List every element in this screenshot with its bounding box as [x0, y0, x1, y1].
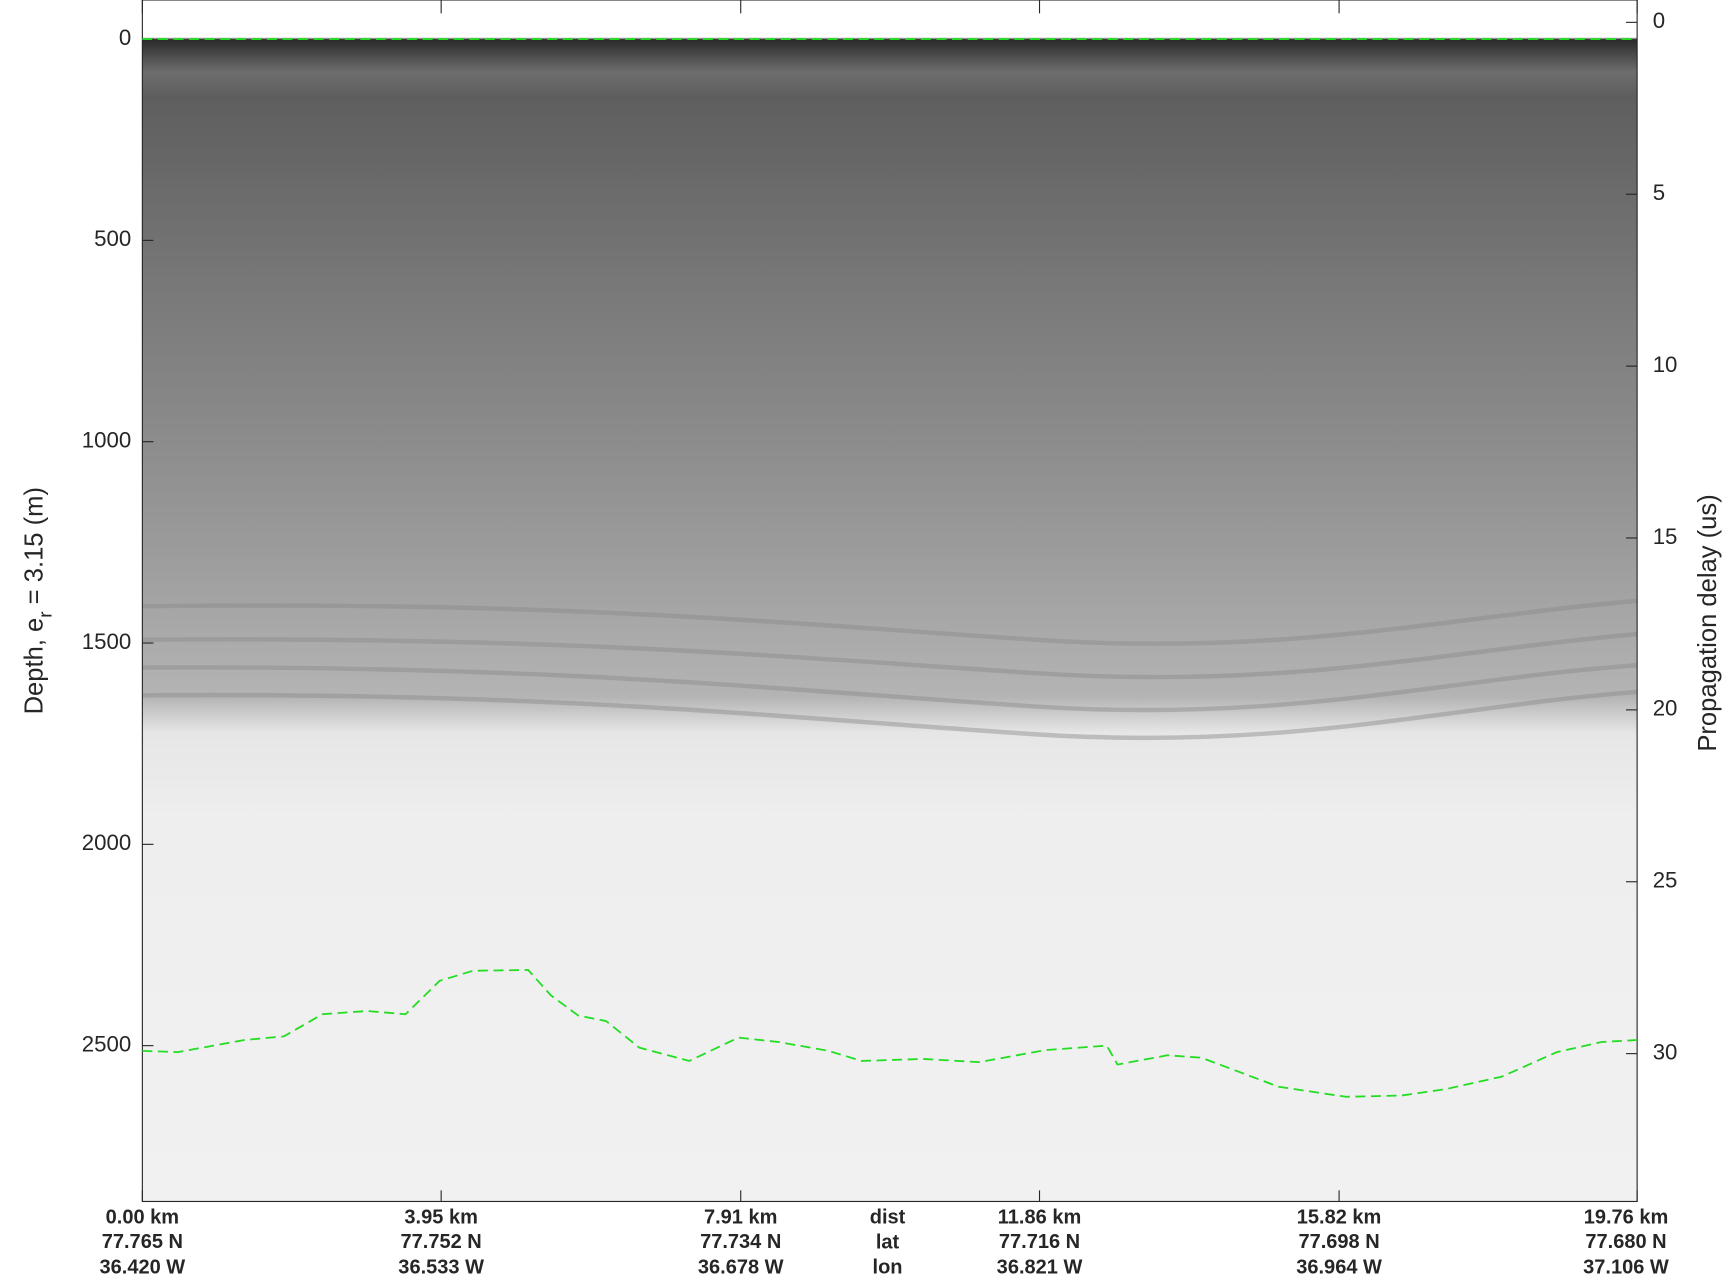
y-label-rest: = 3.15 (m) — [20, 487, 48, 611]
y2-tick-label: 25 — [1653, 868, 1678, 893]
x-tick-label: 3.95 km — [404, 1206, 477, 1228]
lat-label: 77.734 N — [700, 1231, 781, 1253]
lon-label: 37.106 W — [1583, 1256, 1669, 1276]
lon-label: 36.964 W — [1296, 1256, 1382, 1276]
y2-tick-label: 10 — [1653, 352, 1678, 377]
lat-label: 77.698 N — [1298, 1231, 1379, 1253]
lat-label: 77.752 N — [401, 1231, 482, 1253]
y-tick-label: 1000 — [82, 428, 131, 453]
lon-label: 36.420 W — [100, 1256, 186, 1276]
row-label: lon — [873, 1256, 903, 1276]
lat-label: 77.680 N — [1585, 1231, 1666, 1253]
y-axis-label: Depth, er = 3.15 (m) — [20, 487, 56, 714]
y2-tick-label: 15 — [1653, 524, 1678, 549]
y2-tick-label: 0 — [1653, 8, 1665, 33]
y2-tick-label: 20 — [1653, 696, 1678, 721]
lon-label: 36.533 W — [398, 1256, 484, 1276]
x-tick-label: 0.00 km — [106, 1206, 179, 1228]
x-tick-label: 11.86 km — [998, 1206, 1081, 1228]
y-tick-label: 500 — [94, 226, 131, 251]
lon-label: 36.678 W — [698, 1256, 784, 1276]
pick-line — [142, 969, 1638, 1098]
lat-label: 77.765 N — [102, 1231, 183, 1253]
x-tick-label: 7.91 km — [704, 1206, 777, 1228]
y-label-sub: r — [36, 611, 57, 617]
x-tick-label: 15.82 km — [1297, 1206, 1382, 1228]
y2-tick-label: 5 — [1653, 180, 1665, 205]
row-label: lat — [876, 1231, 900, 1253]
row-label: dist — [870, 1206, 906, 1228]
y2-axis-label: Propagation delay (us) — [1694, 494, 1722, 751]
y-tick-label: 1500 — [82, 629, 131, 654]
y-tick-label: 2500 — [82, 1032, 131, 1057]
internal-layers — [142, 598, 1638, 741]
plot-frame — [141, 0, 1638, 1203]
y2-tick-label: 30 — [1653, 1040, 1678, 1065]
y-tick-label: 2000 — [82, 830, 131, 855]
radargram — [142, 0, 1638, 1202]
x-tick-label: 19.76 km — [1584, 1206, 1669, 1228]
lon-label: 36.821 W — [997, 1256, 1083, 1276]
lat-label: 77.716 N — [999, 1231, 1080, 1253]
y-label-main: Depth, e — [20, 618, 48, 715]
y-tick-label: 0 — [119, 25, 131, 50]
